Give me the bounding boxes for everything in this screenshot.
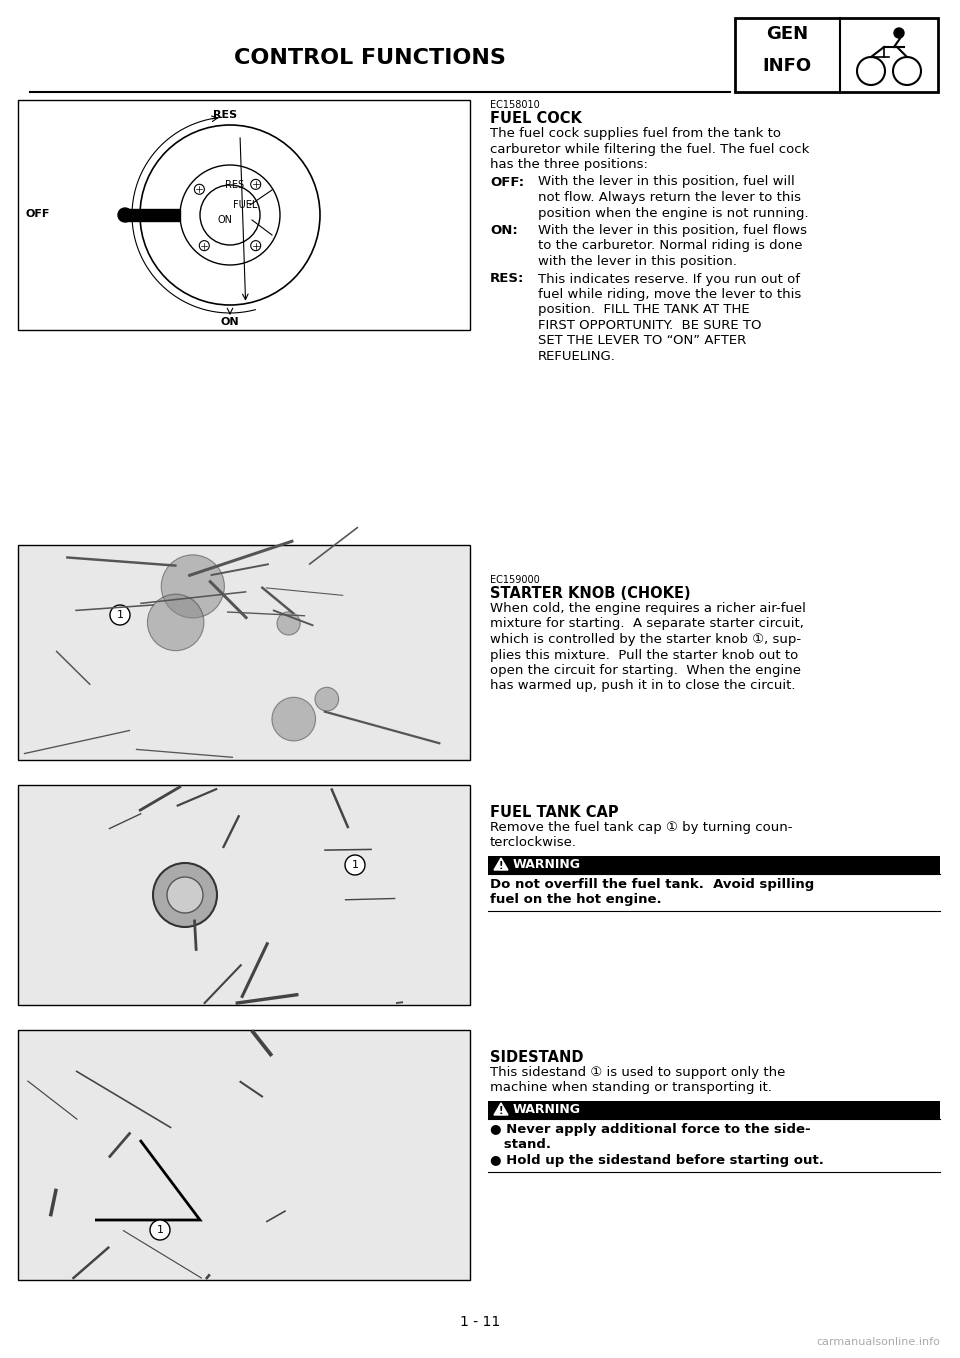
Circle shape (277, 612, 300, 636)
Text: ON: ON (221, 316, 239, 327)
Text: FUEL TANK CAP: FUEL TANK CAP (490, 805, 618, 820)
Text: has the three positions:: has the three positions: (490, 158, 648, 171)
Text: REFUELING.: REFUELING. (538, 350, 616, 363)
Bar (18, 545, 470, 760)
Text: ON:: ON: (490, 224, 517, 238)
Circle shape (118, 208, 132, 221)
Circle shape (345, 856, 365, 875)
Text: OFF:: OFF: (490, 175, 524, 189)
Bar (18, 100, 470, 330)
Bar (488, 1101, 940, 1119)
Text: terclockwise.: terclockwise. (490, 837, 577, 850)
Text: EC158010: EC158010 (490, 100, 540, 110)
Bar (18, 785, 470, 1005)
Text: open the circuit for starting.  When the engine: open the circuit for starting. When the … (490, 664, 801, 678)
Text: WARNING: WARNING (513, 858, 581, 870)
Text: FUEL: FUEL (233, 200, 257, 210)
Text: Do not overfill the fuel tank.  Avoid spilling: Do not overfill the fuel tank. Avoid spi… (490, 879, 814, 891)
Text: This sidestand ① is used to support only the: This sidestand ① is used to support only… (490, 1066, 785, 1080)
Polygon shape (494, 1103, 508, 1115)
Text: With the lever in this position, fuel will: With the lever in this position, fuel wi… (538, 175, 795, 189)
Text: position.  FILL THE TANK AT THE: position. FILL THE TANK AT THE (538, 303, 750, 316)
Text: which is controlled by the starter knob ①, sup-: which is controlled by the starter knob … (490, 633, 802, 646)
Text: WARNING: WARNING (513, 1103, 581, 1116)
Text: carmanualsonline.info: carmanualsonline.info (816, 1338, 940, 1347)
Text: 1: 1 (156, 1225, 163, 1234)
Text: machine when standing or transporting it.: machine when standing or transporting it… (490, 1081, 772, 1095)
Text: RES:: RES: (490, 273, 524, 285)
Text: STARTER KNOB (CHOKE): STARTER KNOB (CHOKE) (490, 587, 690, 602)
Text: position when the engine is not running.: position when the engine is not running. (538, 206, 808, 220)
Circle shape (315, 687, 339, 712)
Text: This indicates reserve. If you run out of: This indicates reserve. If you run out o… (538, 273, 800, 285)
Text: FUEL COCK: FUEL COCK (490, 111, 582, 126)
Text: SIDESTAND: SIDESTAND (490, 1050, 584, 1065)
Text: !: ! (499, 861, 503, 870)
Text: carburetor while filtering the fuel. The fuel cock: carburetor while filtering the fuel. The… (490, 143, 809, 156)
Text: With the lever in this position, fuel flows: With the lever in this position, fuel fl… (538, 224, 807, 238)
Circle shape (894, 29, 904, 38)
Text: EC159000: EC159000 (490, 574, 540, 585)
Text: Remove the fuel tank cap ① by turning coun-: Remove the fuel tank cap ① by turning co… (490, 822, 793, 834)
Text: has warmed up, push it in to close the circuit.: has warmed up, push it in to close the c… (490, 679, 796, 693)
Text: 1: 1 (351, 860, 358, 870)
Text: !: ! (499, 1105, 503, 1116)
Text: ● Never apply additional force to the side-: ● Never apply additional force to the si… (490, 1123, 810, 1137)
Bar (488, 856, 940, 875)
Polygon shape (494, 858, 508, 870)
Text: INFO: INFO (762, 57, 811, 75)
Text: When cold, the engine requires a richer air-fuel: When cold, the engine requires a richer … (490, 602, 805, 615)
Text: SET THE LEVER TO “ON” AFTER: SET THE LEVER TO “ON” AFTER (538, 334, 746, 348)
Text: OFF: OFF (26, 209, 50, 219)
Circle shape (167, 877, 203, 913)
Text: plies this mixture.  Pull the starter knob out to: plies this mixture. Pull the starter kno… (490, 649, 799, 661)
Text: 1: 1 (116, 610, 124, 621)
Circle shape (148, 595, 204, 650)
Circle shape (161, 555, 225, 618)
Circle shape (110, 606, 130, 625)
Text: not flow. Always return the lever to this: not flow. Always return the lever to thi… (538, 191, 801, 204)
Text: FIRST OPPORTUNITY.  BE SURE TO: FIRST OPPORTUNITY. BE SURE TO (538, 319, 761, 331)
Text: fuel while riding, move the lever to this: fuel while riding, move the lever to thi… (538, 288, 802, 301)
Text: ON: ON (218, 215, 232, 225)
Text: mixture for starting.  A separate starter circuit,: mixture for starting. A separate starter… (490, 618, 804, 630)
Text: GEN: GEN (766, 24, 808, 43)
Circle shape (153, 862, 217, 928)
Text: fuel on the hot engine.: fuel on the hot engine. (490, 894, 661, 907)
Circle shape (150, 1219, 170, 1240)
Bar (735, 18, 938, 92)
Bar (125, 209, 180, 221)
Text: 1 - 11: 1 - 11 (460, 1315, 500, 1329)
Circle shape (272, 697, 316, 741)
Bar (18, 1029, 470, 1281)
Text: The fuel cock supplies fuel from the tank to: The fuel cock supplies fuel from the tan… (490, 128, 781, 140)
Text: RES: RES (213, 110, 237, 120)
Text: ● Hold up the sidestand before starting out.: ● Hold up the sidestand before starting … (490, 1154, 824, 1167)
Text: stand.: stand. (490, 1138, 551, 1152)
Text: with the lever in this position.: with the lever in this position. (538, 255, 737, 268)
Text: to the carburetor. Normal riding is done: to the carburetor. Normal riding is done (538, 239, 803, 253)
Text: RES: RES (226, 181, 245, 190)
Text: CONTROL FUNCTIONS: CONTROL FUNCTIONS (234, 48, 506, 68)
